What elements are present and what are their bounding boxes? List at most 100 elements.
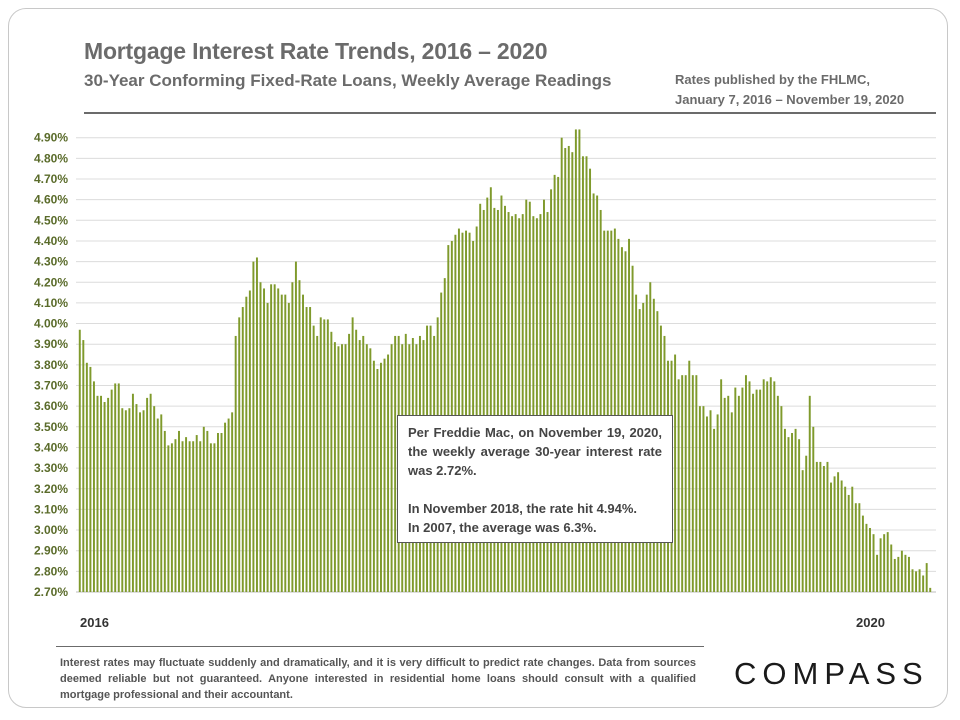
rate-bar [748, 381, 751, 592]
rate-bar [255, 257, 258, 592]
rate-bar [78, 329, 81, 592]
rate-bar [929, 587, 932, 592]
rate-bar [365, 344, 368, 592]
rate-bar [358, 340, 361, 592]
rate-bar [822, 466, 825, 592]
rate-bar [780, 406, 783, 592]
rate-bar [351, 317, 354, 592]
rate-bar [900, 550, 903, 592]
rate-bar [309, 307, 312, 592]
rate-bar [248, 290, 251, 592]
rate-bar [592, 193, 595, 592]
rate-bar [231, 412, 234, 592]
rate-bar [589, 168, 592, 592]
y-tick-label: 3.80% [34, 358, 68, 372]
rate-bar [117, 383, 120, 592]
rate-bar [869, 527, 871, 592]
rate-bar [691, 375, 694, 592]
rate-bar [511, 216, 514, 593]
rate-bar [755, 389, 758, 592]
rate-bar [550, 189, 553, 592]
rate-bar [461, 232, 464, 592]
rate-bar [766, 381, 769, 592]
rate-bar [394, 335, 397, 592]
compass-logo: COMPASS [734, 656, 929, 691]
rate-bar [355, 329, 358, 592]
rate-bar [252, 261, 255, 592]
rate-bar [709, 410, 712, 592]
rate-bar [773, 381, 776, 592]
rate-bar [557, 176, 560, 592]
rate-bar [486, 197, 489, 592]
rate-bar [762, 379, 765, 592]
rate-bar [752, 393, 755, 592]
rate-bar [142, 410, 145, 592]
rate-bar [698, 406, 701, 592]
rate-bar [546, 212, 549, 593]
rate-bar [840, 480, 843, 592]
rate-bar [812, 426, 815, 592]
rate-bar [209, 443, 212, 592]
y-tick-label: 3.00% [34, 523, 68, 537]
rate-bar [791, 433, 793, 592]
rate-bar [270, 284, 273, 592]
rate-bar [525, 199, 528, 592]
rate-bar [532, 216, 535, 593]
rate-bar [475, 226, 478, 592]
rate-bar [890, 544, 893, 592]
rate-bar [514, 214, 517, 593]
rate-bar [341, 344, 343, 592]
rate-bar [85, 362, 88, 592]
rate-bar [305, 307, 308, 592]
rate-bar [833, 476, 836, 592]
rate-bar [925, 563, 928, 592]
rate-bar [479, 203, 482, 592]
rate-bar [146, 397, 149, 592]
rate-bar [521, 214, 524, 593]
rate-bar [139, 412, 141, 592]
rate-bar [674, 354, 677, 592]
rate-bar [156, 418, 159, 592]
rate-bar [199, 441, 202, 592]
rate-bar [504, 205, 506, 592]
rate-bar [284, 294, 287, 592]
rate-bar [744, 375, 747, 592]
rate-bar [383, 358, 386, 592]
rate-bar [528, 201, 531, 592]
rate-bar [245, 296, 248, 592]
y-tick-label: 4.20% [34, 275, 68, 289]
rate-bar [465, 230, 467, 593]
rate-bar [348, 333, 351, 593]
rate-bar [677, 379, 680, 592]
x-label-end: 2020 [856, 615, 885, 630]
y-tick-label: 3.10% [34, 502, 68, 516]
rate-bar [794, 428, 797, 592]
rate-bar [535, 218, 538, 593]
y-tick-label: 4.80% [34, 151, 68, 165]
rate-bar [213, 443, 216, 592]
rate-bar [737, 395, 740, 592]
rate-bar [706, 416, 708, 592]
rate-bar [390, 344, 393, 592]
rate-bar [220, 433, 223, 592]
rate-bar [287, 302, 290, 592]
rate-bar [574, 129, 577, 592]
rate-bar [801, 470, 804, 592]
rate-bar [865, 523, 868, 592]
rate-bar [326, 319, 329, 592]
rate-bar [585, 156, 588, 593]
rate-bar [606, 230, 609, 593]
rate-bar [202, 426, 205, 592]
rate-bar [518, 218, 521, 593]
rate-bar [369, 348, 372, 592]
y-tick-label: 3.60% [34, 399, 68, 413]
rate-bar [564, 148, 567, 592]
rate-bar [886, 532, 889, 592]
rate-bar [100, 395, 103, 592]
source-note-line2: January 7, 2016 – November 19, 2020 [675, 92, 905, 107]
rate-bar [195, 435, 198, 592]
rate-bar [819, 461, 822, 592]
rate-bar [372, 360, 375, 592]
rate-bar [167, 445, 170, 592]
callout-text-3: In 2007, the average was 6.3%. [408, 520, 597, 535]
